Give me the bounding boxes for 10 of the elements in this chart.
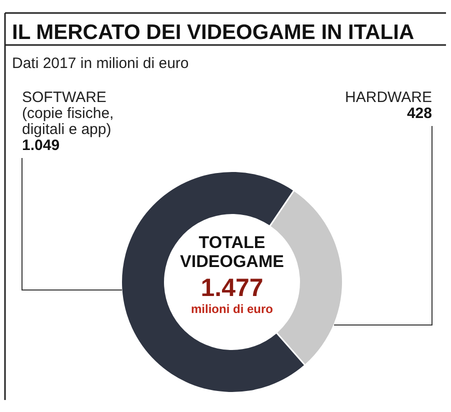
slice-label: HARDWARE	[345, 89, 432, 106]
donut-slice	[122, 172, 304, 392]
slice-label: SOFTWARE (copie fisiche, digitali e app)	[22, 89, 114, 138]
text: 1.477	[200, 274, 264, 302]
chart-title: IL MERCATO DEI VIDEOGAME IN ITALIA	[12, 21, 414, 44]
text: TOTALE VIDEOGAME	[180, 233, 284, 271]
data-label: 1.049	[22, 137, 60, 154]
data-label: 428	[406, 105, 432, 122]
text: milioni di euro	[190, 302, 274, 316]
chart-subtitle: Dati 2017 in milioni di euro	[12, 55, 189, 72]
